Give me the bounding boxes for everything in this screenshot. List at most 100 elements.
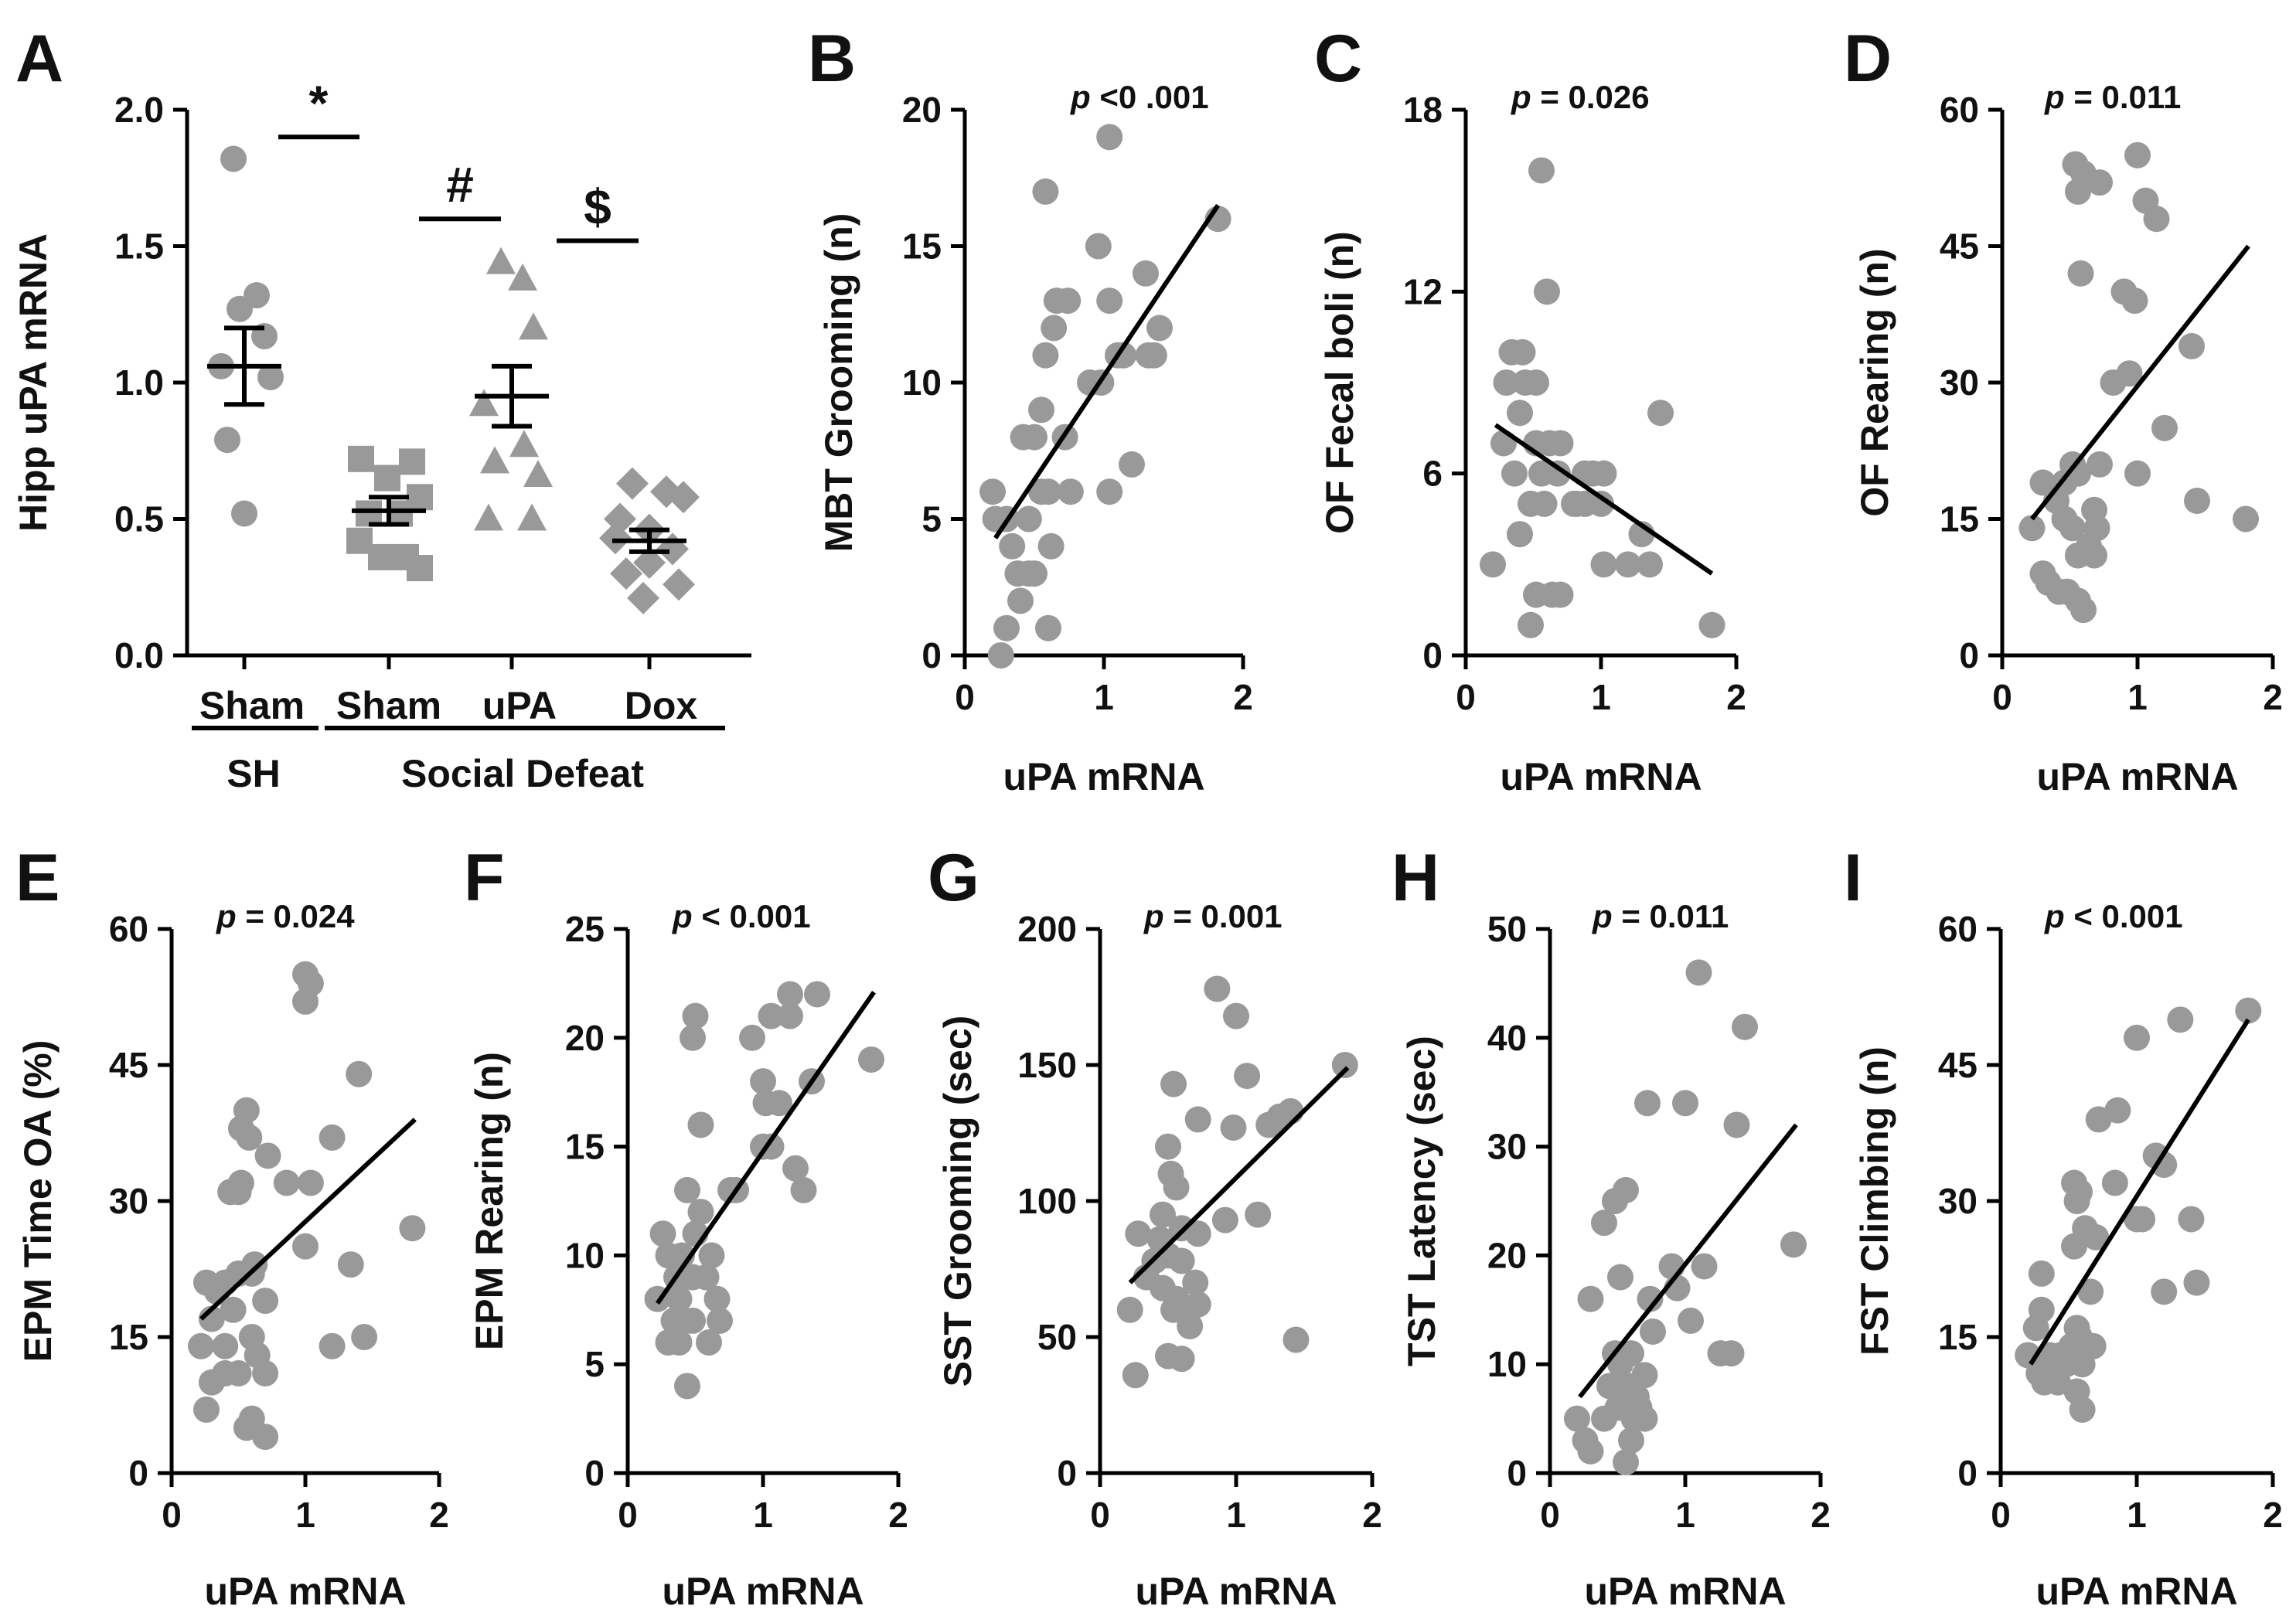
- data-point: [633, 546, 666, 579]
- data-point: [1037, 532, 1065, 560]
- y-tick-label: 12: [1403, 271, 1443, 311]
- y-tick-label: 0: [1959, 635, 1979, 675]
- data-point: [766, 1090, 792, 1117]
- data-point: [674, 1176, 700, 1203]
- x-tick-label: 2: [2263, 677, 2283, 717]
- data-point: [1041, 315, 1068, 342]
- p-value-text: = 0.026: [1531, 79, 1650, 115]
- data-point: [227, 295, 253, 322]
- x-tick-label: 1: [1675, 1495, 1695, 1535]
- regression-line: [2030, 244, 2250, 521]
- data-point: [1184, 1220, 1211, 1247]
- data-point: [666, 1329, 693, 1356]
- y-axis-title: Hipp uPA mRNA: [12, 233, 55, 532]
- y-tick-label: 60: [109, 909, 148, 949]
- p-value: p = 0.011: [1592, 898, 1729, 934]
- y-tick-label: 40: [1487, 1018, 1527, 1058]
- data-point: [2086, 451, 2113, 478]
- data-point: [1032, 178, 1059, 205]
- regression-line: [993, 203, 1221, 539]
- data-point: [2067, 260, 2094, 287]
- y-tick-label: 0: [128, 1453, 148, 1493]
- data-point: [399, 1215, 426, 1242]
- data-point: [220, 1296, 247, 1323]
- data-point: [1780, 1231, 1807, 1258]
- data-point: [2059, 515, 2086, 542]
- y-tick-label: 45: [1938, 1045, 1977, 1085]
- y-tick-label: 30: [1487, 1127, 1527, 1167]
- data-point: [1255, 1111, 1283, 1138]
- significance-symbol: $: [584, 179, 611, 234]
- p-value: p <0 .001: [1070, 79, 1209, 115]
- data-point: [523, 460, 553, 488]
- data-point: [1160, 1070, 1187, 1097]
- y-tick-label: 15: [902, 226, 942, 267]
- data-point: [1602, 1188, 1628, 1214]
- panel-i: I 0 15 30 45 60 FST Climbing (n) 0 1 2 uPA mRNA p <…: [1844, 841, 2283, 1613]
- data-point: [2178, 332, 2205, 359]
- y-tick-label: 15: [109, 1317, 148, 1357]
- y-tick-label: 6: [1422, 454, 1443, 494]
- y-tick-label: 10: [902, 362, 942, 403]
- y-tick-label: 30: [1938, 1181, 1977, 1221]
- data-point: [1615, 551, 1641, 578]
- data-point: [599, 522, 632, 555]
- data-point: [1547, 430, 1574, 457]
- x-tick-label: 0: [1456, 677, 1476, 717]
- data-point: [2178, 1206, 2205, 1233]
- data-point: [1283, 1326, 1310, 1353]
- data-point: [214, 427, 240, 454]
- data-point: [2167, 1006, 2194, 1033]
- data-point: [1640, 1318, 1666, 1345]
- p-value-text: <0 .001: [1091, 79, 1209, 115]
- data-point: [1223, 1002, 1249, 1029]
- data-point: [693, 1264, 720, 1291]
- data-point: [1590, 460, 1617, 487]
- p-value: p < 0.001: [2044, 898, 2183, 934]
- p-value-text: = 0.011: [2065, 79, 2182, 115]
- data-point: [1607, 1264, 1633, 1291]
- y-tick-label: 15: [1938, 1317, 1977, 1357]
- data-point: [1028, 396, 1054, 424]
- data-point: [1125, 1220, 1152, 1247]
- regression-line: [1578, 1123, 1798, 1399]
- data-point: [1493, 369, 1520, 396]
- data-point: [627, 581, 659, 614]
- data-point: [1155, 1133, 1181, 1160]
- data-point: [1678, 1307, 1704, 1334]
- data-point: [1119, 451, 1145, 478]
- p-value-text: = 0.024: [237, 898, 356, 934]
- y-tick-label: 20: [902, 90, 942, 130]
- data-point: [687, 1111, 714, 1138]
- data-point: [682, 1002, 709, 1029]
- x-axis-title: uPA mRNA: [1500, 755, 1702, 798]
- data-point: [1140, 342, 1167, 369]
- data-point: [469, 389, 499, 417]
- data-point: [337, 1251, 364, 1278]
- y-axis-title: SST Grooming (sec): [936, 1016, 979, 1387]
- data-point: [474, 503, 503, 531]
- data-point: [231, 500, 257, 527]
- data-point: [192, 1396, 220, 1423]
- data-point: [1234, 1063, 1261, 1090]
- p-value-text: = 0.011: [1613, 898, 1729, 934]
- regression-line: [2029, 1018, 2250, 1366]
- data-point: [2018, 515, 2046, 542]
- data-point: [1015, 505, 1042, 532]
- x-axis-title: uPA mRNA: [204, 1570, 406, 1613]
- data-point: [1245, 1201, 1272, 1228]
- p-symbol: p: [1143, 898, 1164, 934]
- data-point: [292, 1233, 319, 1260]
- data-point: [1096, 288, 1123, 315]
- data-point: [1698, 611, 1725, 638]
- data-point: [2151, 1152, 2178, 1179]
- data-point: [1518, 611, 1544, 638]
- x-axis-title: uPA mRNA: [1135, 1570, 1337, 1613]
- panel-g: G 0 50 100 150 200 SST Grooming (sec) 0 1 2 uPA mR…: [928, 841, 1382, 1613]
- data-point: [480, 446, 509, 474]
- data-point: [1545, 460, 1571, 487]
- x-tick-label: 0: [1992, 677, 2012, 717]
- group-label: Social Defeat: [401, 752, 644, 795]
- data-point: [663, 568, 695, 601]
